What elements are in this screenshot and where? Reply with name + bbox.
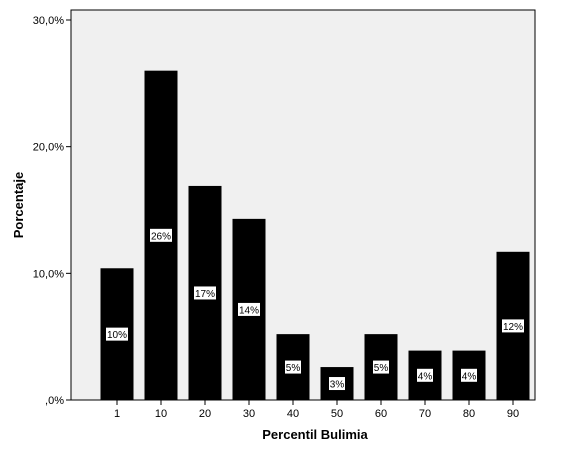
data-label-box <box>238 302 260 316</box>
bars: 10% 26% 17% 14% 5% 3% 5% 4% 4% 12% <box>100 70 530 401</box>
data-label: 5% <box>374 363 389 374</box>
data-label-box <box>417 368 433 382</box>
data-label-box <box>329 377 345 391</box>
data-label-box <box>106 327 128 341</box>
data-label: 12% <box>503 322 523 333</box>
data-label: 4% <box>418 371 433 382</box>
x-axis-ticks: 1 10 20 30 40 50 60 70 80 90 <box>114 400 519 420</box>
y-tick-label: 10,0% <box>33 268 64 280</box>
x-tick-label: 20 <box>199 408 211 420</box>
x-tick-label: 10 <box>155 408 167 420</box>
data-label: 17% <box>195 289 215 300</box>
y-tick-label: 30,0% <box>33 15 64 27</box>
x-tick-label: 80 <box>463 408 475 420</box>
y-axis-ticks: ,0% 10,0% 20,0% 30,0% <box>33 15 71 407</box>
data-label-box <box>502 319 524 333</box>
x-tick-label: 30 <box>243 408 255 420</box>
data-label: 14% <box>239 305 259 316</box>
data-label-box <box>194 286 216 300</box>
y-axis-label: Porcentaje <box>11 172 26 238</box>
data-label: 3% <box>330 380 345 391</box>
data-label-box <box>285 360 301 374</box>
data-label: 10% <box>107 330 127 341</box>
data-label-box <box>461 368 477 382</box>
y-tick-label: ,0% <box>45 395 64 407</box>
x-tick-label: 60 <box>375 408 387 420</box>
data-label: 4% <box>462 371 477 382</box>
x-tick-label: 70 <box>419 408 431 420</box>
data-label: 5% <box>286 363 301 374</box>
y-tick-label: 20,0% <box>33 142 64 154</box>
x-axis-label: Percentil Bulimia <box>262 427 368 442</box>
x-tick-label: 1 <box>114 408 120 420</box>
data-label: 26% <box>151 231 171 242</box>
data-label-box <box>373 360 389 374</box>
data-label-box <box>150 228 172 242</box>
x-tick-label: 50 <box>331 408 343 420</box>
x-tick-label: 90 <box>507 408 519 420</box>
x-tick-label: 40 <box>287 408 299 420</box>
